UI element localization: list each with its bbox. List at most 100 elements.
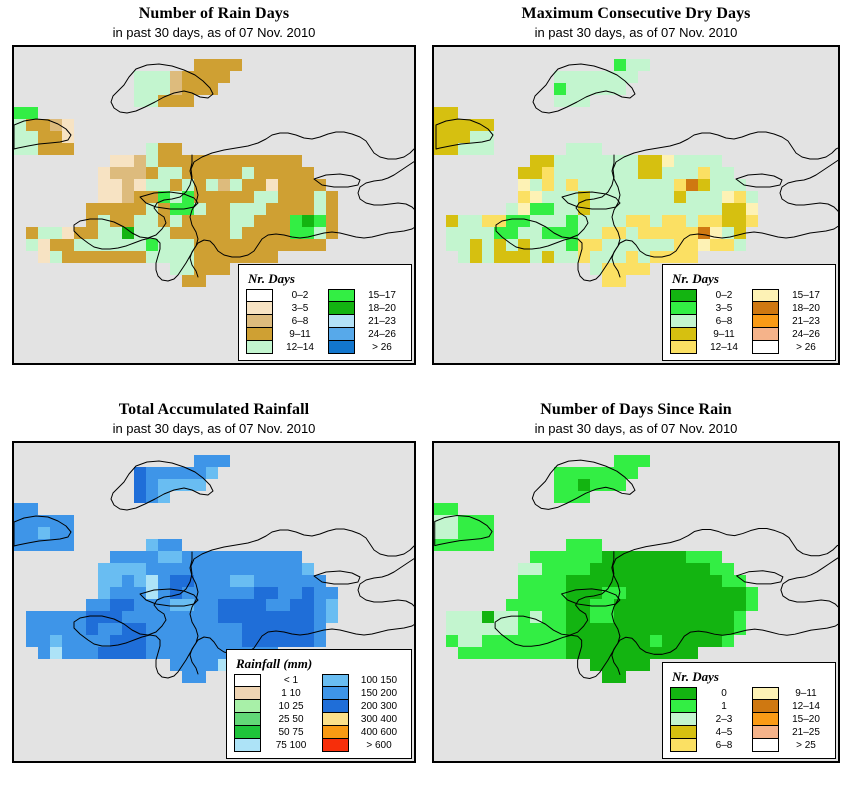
map-cell: [734, 575, 746, 587]
map-cell: [158, 83, 170, 95]
map-cell: [38, 251, 50, 263]
map-cell: [446, 215, 458, 227]
map-cell: [710, 635, 722, 647]
map-cell: [686, 155, 698, 167]
map-cell: [638, 635, 650, 647]
legend-label: 3–5: [291, 303, 309, 314]
legend-swatch: [752, 687, 779, 700]
map-cell: [86, 251, 98, 263]
legend-entry: 10 25: [234, 700, 316, 713]
map-cell: [506, 599, 518, 611]
map-cell: [734, 215, 746, 227]
legend-title: Nr. Days: [248, 271, 295, 286]
map-cell: [590, 539, 602, 551]
map-cell: [170, 83, 182, 95]
map-cell: [662, 251, 674, 263]
map-cell: [302, 623, 314, 635]
map-cell: [218, 599, 230, 611]
map-cell: [86, 239, 98, 251]
map-cell: [554, 179, 566, 191]
map-cell: [578, 599, 590, 611]
legend-swatch: [246, 289, 273, 302]
map-cell: [602, 167, 614, 179]
map-cell: [134, 83, 146, 95]
map-cell: [254, 587, 266, 599]
map-cell: [182, 263, 194, 275]
map-cell: [686, 599, 698, 611]
map-cell: [122, 155, 134, 167]
map-cell: [50, 635, 62, 647]
map-cell: [218, 455, 230, 467]
panel-subtitle: in past 30 days, as of 07 Nov. 2010: [534, 25, 738, 40]
map-cell: [314, 575, 326, 587]
map-cell: [314, 635, 326, 647]
map-frame-total-rainfall[interactable]: Rainfall (mm) < 1 1 10 10 25 25 50 50 75 75 1…: [12, 441, 416, 763]
legend-label: > 25: [796, 740, 816, 751]
map-cell: [602, 659, 614, 671]
map-cell: [554, 599, 566, 611]
map-cell: [98, 191, 110, 203]
map-cell: [182, 191, 194, 203]
map-cell: [638, 599, 650, 611]
map-cell: [458, 131, 470, 143]
map-cell: [194, 659, 206, 671]
map-cell: [146, 215, 158, 227]
map-cell: [482, 635, 494, 647]
map-cell: [182, 647, 194, 659]
map-cell: [650, 611, 662, 623]
map-cell: [146, 467, 158, 479]
map-cell: [566, 611, 578, 623]
legend-entry: 100 150: [322, 674, 404, 687]
map-frame-rain-days[interactable]: Nr. Days 0–2 3–5 6–8 9–11 12–14 15–17 18–20 21…: [12, 45, 416, 365]
map-cell: [314, 587, 326, 599]
map-cell: [290, 227, 302, 239]
map-cell: [110, 587, 122, 599]
map-cell: [650, 563, 662, 575]
map-cell: [626, 179, 638, 191]
map-cell: [578, 203, 590, 215]
map-cell: [278, 239, 290, 251]
map-cell: [158, 143, 170, 155]
map-cell: [734, 227, 746, 239]
map-cell: [638, 623, 650, 635]
map-cell: [134, 191, 146, 203]
map-cell: [590, 587, 602, 599]
map-cell: [38, 539, 50, 551]
map-cell: [614, 479, 626, 491]
map-cell: [602, 179, 614, 191]
map-frame-max-dry-days[interactable]: Nr. Days 0–2 3–5 6–8 9–11 12–14 15–17 18–20 21…: [432, 45, 840, 365]
map-cell: [566, 563, 578, 575]
map-cell: [578, 587, 590, 599]
map-cell: [650, 167, 662, 179]
map-frame-days-since-rain[interactable]: Nr. Days 0 1 2–3 4–5 6–8 9–11 12–14 15–20 21–25…: [432, 441, 840, 763]
map-cell: [38, 143, 50, 155]
map-cell: [266, 635, 278, 647]
legend-label: > 26: [796, 342, 816, 353]
map-cell: [614, 647, 626, 659]
legend-label: 0: [721, 688, 727, 699]
map-cell: [446, 623, 458, 635]
map-cell: [326, 203, 338, 215]
map-cell: [242, 239, 254, 251]
map-cell: [662, 203, 674, 215]
map-cell: [686, 611, 698, 623]
map-cell: [662, 635, 674, 647]
map-cell: [446, 527, 458, 539]
map-cell: [302, 575, 314, 587]
map-cell: [50, 251, 62, 263]
map-cell: [626, 227, 638, 239]
map-cell: [494, 227, 506, 239]
map-cell: [26, 635, 38, 647]
map-cell: [614, 611, 626, 623]
map-cell: [50, 527, 62, 539]
map-cell: [278, 227, 290, 239]
map-cell: [722, 623, 734, 635]
legend-label: < 1: [283, 675, 299, 686]
legend-entry: 3–5: [246, 302, 322, 315]
map-cell: [218, 623, 230, 635]
map-cell: [38, 131, 50, 143]
map-cell: [446, 539, 458, 551]
map-cell: [446, 143, 458, 155]
legend-swatch: [246, 341, 273, 354]
map-cell: [530, 575, 542, 587]
